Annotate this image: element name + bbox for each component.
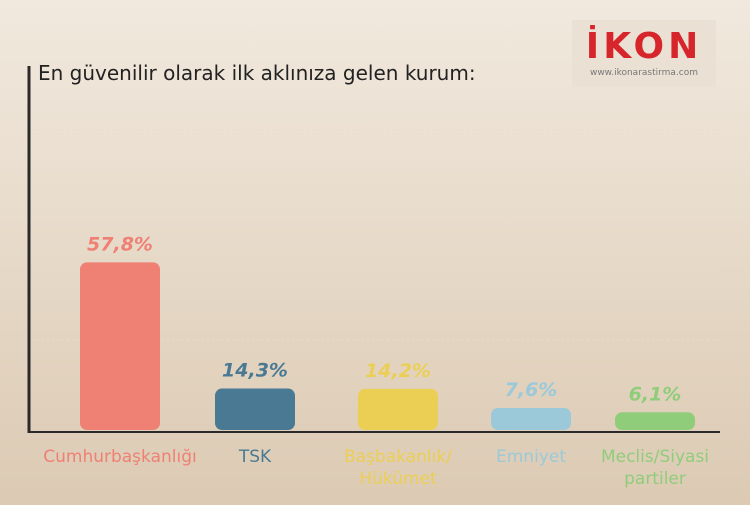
value-label: 57,8%	[87, 233, 153, 255]
x-tick-label: Emniyet	[496, 447, 566, 467]
bar	[491, 407, 571, 430]
x-tick-label: TSK	[238, 447, 272, 467]
logo-box	[572, 20, 716, 87]
chart-title: En güvenilir olarak ilk aklınıza gelen k…	[38, 61, 476, 85]
value-label: 7,6%	[505, 379, 558, 401]
logo-name: İKON	[586, 25, 702, 67]
x-tick-label: Cumhurbaşkanlığı	[43, 447, 197, 467]
value-label: 6,1%	[629, 383, 682, 405]
value-label: 14,2%	[365, 360, 431, 382]
bar	[80, 262, 160, 430]
logo-url: www.ikonarastirma.com	[590, 68, 698, 78]
x-tick-label: Meclis/Siyasi partiler	[600, 447, 710, 489]
bar	[358, 388, 438, 430]
bar	[215, 388, 295, 430]
value-label: 14,3%	[222, 360, 288, 382]
x-tick-label: Başbakanlık/ Hükümet	[344, 447, 452, 489]
bar	[615, 412, 695, 430]
